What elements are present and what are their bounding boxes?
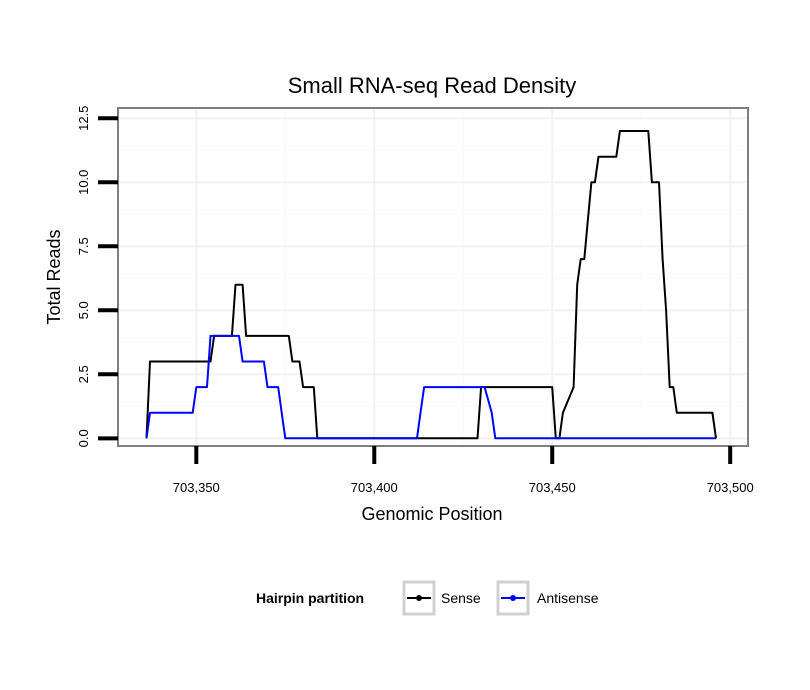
legend-item-sense[interactable]: Sense bbox=[402, 580, 481, 616]
legend: Hairpin partition Sense Antisense bbox=[256, 580, 599, 616]
y-tick-label: 10.0 bbox=[76, 170, 91, 195]
legend-item-antisense[interactable]: Antisense bbox=[496, 580, 599, 616]
x-tick-label: 703,450 bbox=[529, 480, 576, 495]
y-tick-label: 5.0 bbox=[76, 301, 91, 319]
plot-border bbox=[117, 107, 749, 447]
y-axis: 0.0 2.5 5.0 7.5 10.0 12.5 bbox=[76, 106, 118, 447]
x-axis-title: Genomic Position bbox=[361, 504, 502, 524]
x-tick-label: 703,500 bbox=[707, 480, 754, 495]
chart-title: Small RNA-seq Read Density bbox=[288, 73, 577, 98]
legend-title: Hairpin partition bbox=[256, 590, 364, 606]
legend-label-sense: Sense bbox=[441, 590, 481, 606]
series-line-sense bbox=[145, 130, 717, 440]
x-axis: 703,350 703,400 703,450 703,500 bbox=[173, 446, 754, 495]
y-tick-label: 7.5 bbox=[76, 237, 91, 255]
series-layer bbox=[145, 130, 717, 440]
series-line-antisense bbox=[145, 334, 716, 440]
plot-panel bbox=[118, 108, 748, 446]
y-tick-label: 12.5 bbox=[76, 106, 91, 131]
y-tick-label: 0.0 bbox=[76, 429, 91, 447]
legend-dot-antisense bbox=[510, 595, 516, 601]
x-tick-label: 703,350 bbox=[173, 480, 220, 495]
legend-label-antisense: Antisense bbox=[537, 590, 599, 606]
y-axis-title: Total Reads bbox=[44, 229, 64, 324]
x-tick-label: 703,400 bbox=[351, 480, 398, 495]
y-tick-label: 2.5 bbox=[76, 365, 91, 383]
legend-dot-sense bbox=[416, 595, 422, 601]
